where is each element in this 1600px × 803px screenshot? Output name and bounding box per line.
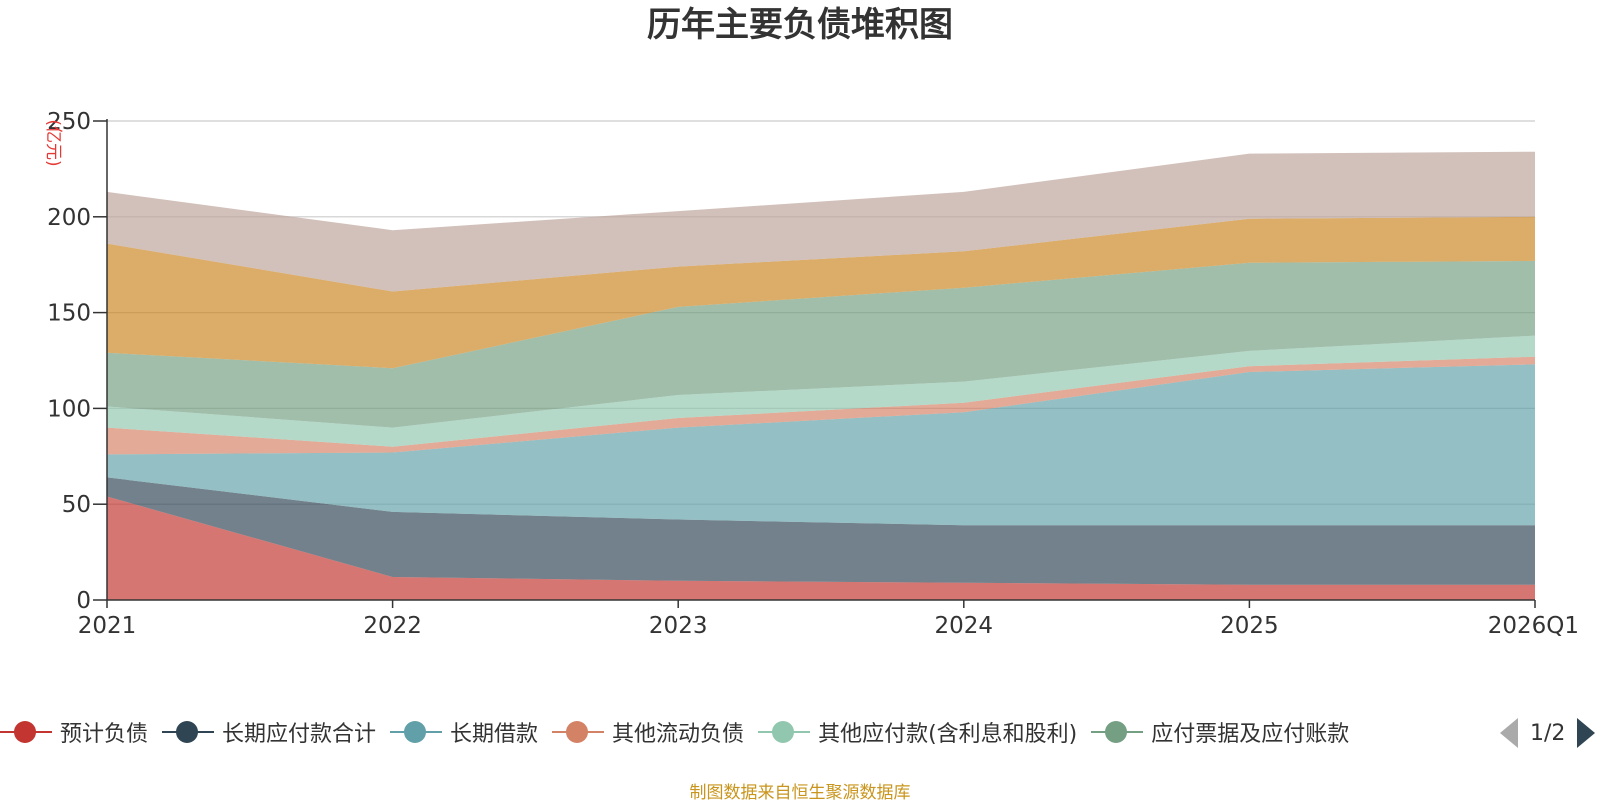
x-tick-label: 2022 bbox=[363, 613, 422, 639]
legend-marker-icon bbox=[758, 719, 811, 745]
x-tick-label: 2023 bbox=[649, 613, 708, 639]
area-series-7[interactable] bbox=[107, 216, 1535, 369]
area-series-2[interactable] bbox=[107, 477, 1535, 585]
chart-plot: 0 50 100 150 200 250 2021 2022 2023 2024 2025 2026Q… bbox=[43, 109, 1579, 639]
legend-marker-icon bbox=[390, 719, 443, 745]
legend-item[interactable]: 预计负债 bbox=[0, 716, 148, 748]
legend-label: 其他应付款(含利息和股利) bbox=[818, 722, 1078, 747]
area-series bbox=[107, 151, 1535, 601]
legend-item[interactable]: 长期应付款合计 bbox=[162, 716, 376, 748]
legend-marker-icon bbox=[552, 719, 605, 745]
legend-next-page-icon[interactable] bbox=[1577, 718, 1596, 748]
y-tick-label: 250 bbox=[47, 109, 91, 135]
legend-label: 预计负债 bbox=[60, 722, 149, 747]
legend-label: 长期应付款合计 bbox=[222, 722, 377, 747]
y-tick-label: 150 bbox=[47, 301, 91, 327]
y-axis-unit-label: (亿元) bbox=[43, 119, 63, 166]
legend-page-indicator: 1/2 bbox=[1530, 720, 1566, 746]
legend-pager: 1/2 bbox=[1500, 718, 1596, 748]
x-tick-label: 2024 bbox=[935, 613, 994, 639]
area-series-6[interactable] bbox=[107, 260, 1535, 428]
legend-prev-page-icon[interactable] bbox=[1500, 718, 1518, 748]
legend-marker-icon bbox=[1091, 719, 1144, 745]
legend-label: 应付票据及应付账款 bbox=[1151, 722, 1350, 747]
legend-label: 其他流动负债 bbox=[612, 722, 745, 747]
legend: 预计负债 长期应付款合计 长期借款 其他流动负债 其他应付款(含利息和股利) 应付票据及应… bbox=[0, 712, 1600, 752]
area-series-4[interactable] bbox=[107, 356, 1535, 455]
area-series-5[interactable] bbox=[107, 335, 1535, 447]
x-tick-label: 2025 bbox=[1220, 613, 1279, 639]
legend-item[interactable]: 长期借款 bbox=[390, 716, 538, 748]
area-series-3[interactable] bbox=[107, 364, 1535, 526]
chart-title: 历年主要负债堆积图 bbox=[647, 5, 953, 45]
legend-item[interactable]: 其他流动负债 bbox=[552, 716, 744, 748]
legend-marker-icon bbox=[0, 719, 52, 745]
legend-item[interactable]: 应付票据及应付账款 bbox=[1091, 716, 1349, 748]
area-series-1[interactable] bbox=[107, 496, 1535, 601]
y-tick-label: 100 bbox=[47, 396, 91, 422]
data-source-note: 制图数据来自恒生聚源数据库 bbox=[689, 783, 911, 803]
legend-item[interactable]: 其他应付款(含利息和股利) bbox=[758, 716, 1077, 748]
axes: 0 50 100 150 200 250 2021 2022 2023 2024 2025 2026Q… bbox=[47, 109, 1579, 639]
y-tick-label: 50 bbox=[62, 492, 91, 518]
y-tick-label: 0 bbox=[76, 588, 91, 614]
legend-marker-icon bbox=[162, 719, 215, 745]
area-series-8[interactable] bbox=[107, 151, 1535, 292]
legend-label: 长期借款 bbox=[450, 722, 539, 747]
y-tick-label: 200 bbox=[47, 205, 91, 231]
x-tick-label: 2021 bbox=[78, 613, 137, 639]
x-tick-label: 2026Q1 bbox=[1488, 613, 1579, 639]
